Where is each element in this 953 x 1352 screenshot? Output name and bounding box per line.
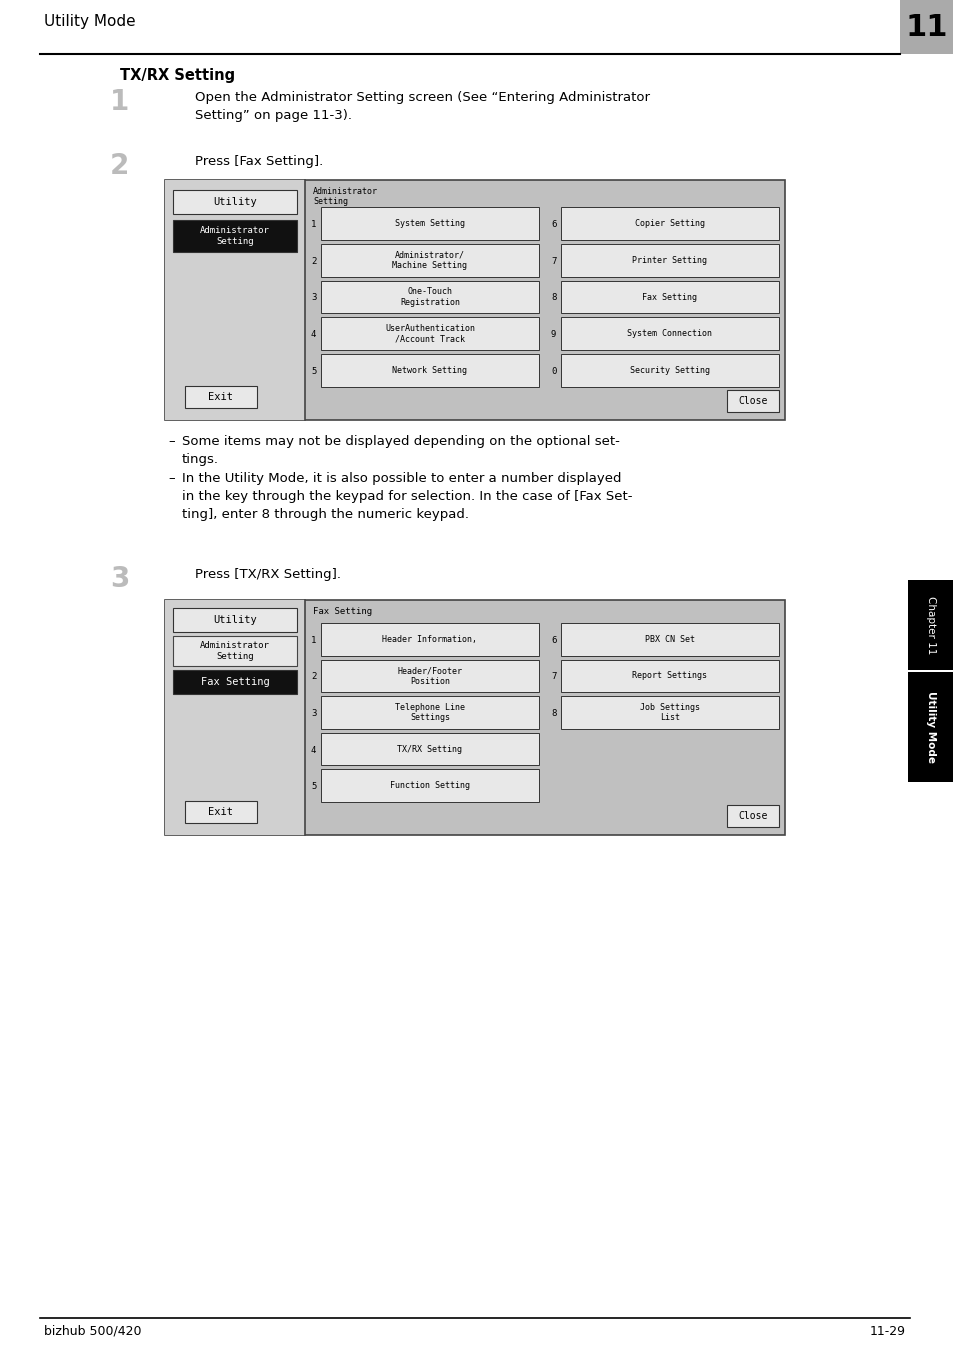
Text: Fax Setting: Fax Setting [313, 607, 372, 617]
Text: Utility Mode: Utility Mode [925, 691, 935, 763]
Text: 3: 3 [311, 708, 316, 718]
Bar [560, 354, 779, 387]
Text: 4: 4 [311, 330, 316, 339]
Text: 8: 8 [551, 293, 556, 303]
Bar [320, 354, 538, 387]
Bar [165, 180, 305, 420]
Bar [560, 243, 779, 277]
Bar [172, 220, 296, 251]
Bar [560, 281, 779, 314]
Text: Some items may not be displayed depending on the optional set-
tings.: Some items may not be displayed dependin… [182, 435, 619, 466]
Text: Fax Setting: Fax Setting [641, 292, 697, 301]
Text: Printer Setting: Printer Setting [632, 256, 707, 265]
Text: Close: Close [738, 396, 767, 406]
Bar [165, 600, 784, 836]
Text: 6: 6 [551, 220, 556, 228]
Bar [165, 600, 305, 836]
Text: UserAuthentication
/Account Track: UserAuthentication /Account Track [385, 324, 475, 343]
Text: Administrator
Setting: Administrator Setting [200, 641, 270, 661]
Text: System Setting: System Setting [395, 219, 464, 228]
Text: Press [Fax Setting].: Press [Fax Setting]. [194, 155, 323, 168]
Bar [320, 243, 538, 277]
Bar [320, 696, 538, 729]
Text: Administrator
Setting: Administrator Setting [313, 187, 377, 207]
Text: 11: 11 [904, 12, 947, 42]
Text: 4: 4 [311, 745, 316, 754]
Text: Chapter 11: Chapter 11 [925, 596, 935, 654]
Bar [172, 608, 296, 631]
Text: Exit: Exit [209, 807, 233, 817]
Bar [320, 733, 538, 765]
Text: Close: Close [738, 811, 767, 821]
Text: Utility: Utility [213, 615, 256, 625]
Text: 2: 2 [311, 257, 316, 266]
Text: 1: 1 [311, 635, 316, 645]
Text: bizhub 500/420: bizhub 500/420 [44, 1325, 141, 1338]
Text: System Connection: System Connection [627, 330, 712, 338]
Text: 5: 5 [311, 783, 316, 791]
Text: Function Setting: Function Setting [390, 781, 470, 790]
Text: Administrator/
Machine Setting: Administrator/ Machine Setting [392, 250, 467, 270]
Bar [899, 0, 953, 54]
Bar [165, 180, 784, 420]
Text: 7: 7 [551, 672, 556, 681]
Text: 1: 1 [110, 88, 129, 116]
Text: 6: 6 [551, 635, 556, 645]
Bar [172, 191, 296, 214]
Text: In the Utility Mode, it is also possible to enter a number displayed
in the key : In the Utility Mode, it is also possible… [182, 472, 632, 521]
Bar [907, 580, 953, 671]
Text: Security Setting: Security Setting [629, 366, 709, 375]
Bar [185, 800, 256, 823]
Text: 9: 9 [551, 330, 556, 339]
Text: Job Settings
List: Job Settings List [639, 703, 700, 722]
Text: PBX CN Set: PBX CN Set [644, 635, 695, 644]
Bar [172, 635, 296, 667]
Bar [185, 387, 256, 408]
Text: TX/RX Setting: TX/RX Setting [397, 745, 462, 753]
Bar [560, 660, 779, 692]
Text: 3: 3 [311, 293, 316, 303]
Bar [560, 318, 779, 350]
Text: TX/RX Setting: TX/RX Setting [120, 68, 234, 82]
Text: Fax Setting: Fax Setting [200, 677, 269, 687]
Text: One-Touch
Registration: One-Touch Registration [399, 288, 459, 307]
Bar [320, 281, 538, 314]
Bar [907, 672, 953, 781]
Text: Open the Administrator Setting screen (See “Entering Administrator
Setting” on p: Open the Administrator Setting screen (S… [194, 91, 649, 122]
Text: Exit: Exit [209, 392, 233, 402]
Bar [320, 769, 538, 802]
Bar [320, 207, 538, 239]
Bar [320, 318, 538, 350]
Text: 11-29: 11-29 [869, 1325, 905, 1338]
Text: Telephone Line
Settings: Telephone Line Settings [395, 703, 464, 722]
Text: Header/Footer
Position: Header/Footer Position [397, 667, 462, 685]
Bar [560, 207, 779, 239]
Bar [560, 623, 779, 656]
Bar [726, 804, 779, 827]
Bar [320, 660, 538, 692]
Text: Header Information,: Header Information, [382, 635, 477, 644]
Text: 2: 2 [311, 672, 316, 681]
Bar [560, 696, 779, 729]
Text: 3: 3 [110, 565, 130, 594]
Text: 1: 1 [311, 220, 316, 228]
Text: Utility: Utility [213, 197, 256, 207]
Text: Report Settings: Report Settings [632, 672, 707, 680]
Text: 8: 8 [551, 708, 556, 718]
Text: Network Setting: Network Setting [392, 366, 467, 375]
Text: 7: 7 [551, 257, 556, 266]
Bar [726, 389, 779, 412]
Bar [172, 671, 296, 694]
Text: Administrator
Setting: Administrator Setting [200, 226, 270, 246]
Text: Press [TX/RX Setting].: Press [TX/RX Setting]. [194, 568, 340, 581]
Text: Utility Mode: Utility Mode [44, 14, 135, 28]
Bar [320, 623, 538, 656]
Text: –: – [168, 472, 174, 485]
Text: 0: 0 [551, 368, 556, 376]
Text: 2: 2 [110, 151, 130, 180]
Text: 5: 5 [311, 368, 316, 376]
Text: Copier Setting: Copier Setting [635, 219, 704, 228]
Text: –: – [168, 435, 174, 448]
